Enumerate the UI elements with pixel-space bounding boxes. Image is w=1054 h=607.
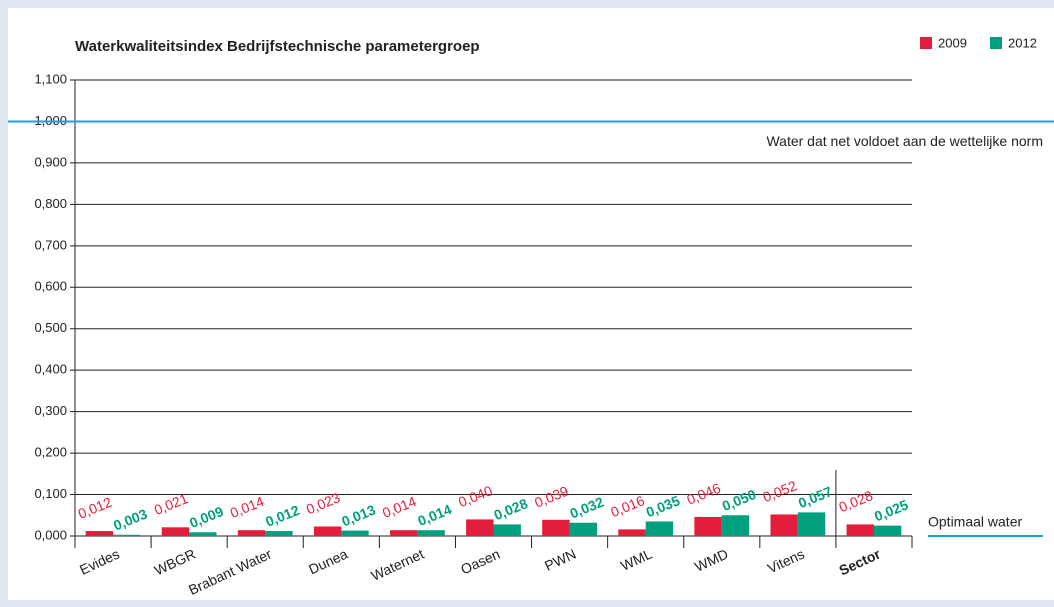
bar [189, 532, 217, 536]
legend-swatch [920, 37, 932, 49]
y-tick-label: 0,400 [34, 362, 67, 377]
y-tick-label: 0,500 [34, 320, 67, 335]
y-tick-label: 0,800 [34, 196, 67, 211]
annotation: Water dat net voldoet aan de wettelijke … [766, 133, 1043, 149]
bar [341, 530, 369, 536]
chart-title: Waterkwaliteitsindex Bedrijfstechnische … [75, 38, 480, 55]
y-tick-label: 0,600 [34, 279, 67, 294]
y-tick-label: 1,000 [34, 113, 67, 128]
bar [417, 530, 445, 536]
bar [721, 515, 750, 536]
bar [770, 514, 798, 536]
bar [113, 534, 141, 536]
bar [85, 531, 114, 536]
bar [390, 530, 418, 536]
y-tick-label: 0,300 [34, 403, 67, 418]
y-tick-label: 0,900 [34, 154, 67, 169]
bar [618, 529, 646, 536]
bar [797, 512, 826, 536]
legend-swatch [990, 37, 1002, 49]
y-tick-label: 0,100 [34, 486, 67, 501]
bar [542, 519, 570, 536]
bar [466, 519, 494, 536]
bar [237, 530, 266, 536]
bar [313, 526, 342, 536]
annotation: Optimaal water [928, 514, 1022, 530]
legend-label: 2012 [1008, 35, 1037, 50]
bar [694, 516, 722, 536]
y-tick-label: 0,700 [34, 237, 67, 252]
y-tick-label: 1,100 [34, 71, 67, 86]
bar [846, 524, 874, 536]
y-tick-label: 0,200 [34, 445, 67, 460]
panel [8, 8, 1054, 600]
legend-label: 2009 [938, 35, 967, 50]
bar [873, 525, 902, 536]
y-tick-label: 0,000 [34, 527, 67, 542]
bar [569, 522, 597, 536]
bar [493, 524, 521, 536]
bar [161, 527, 190, 536]
bar [265, 531, 293, 536]
bar [645, 521, 674, 536]
